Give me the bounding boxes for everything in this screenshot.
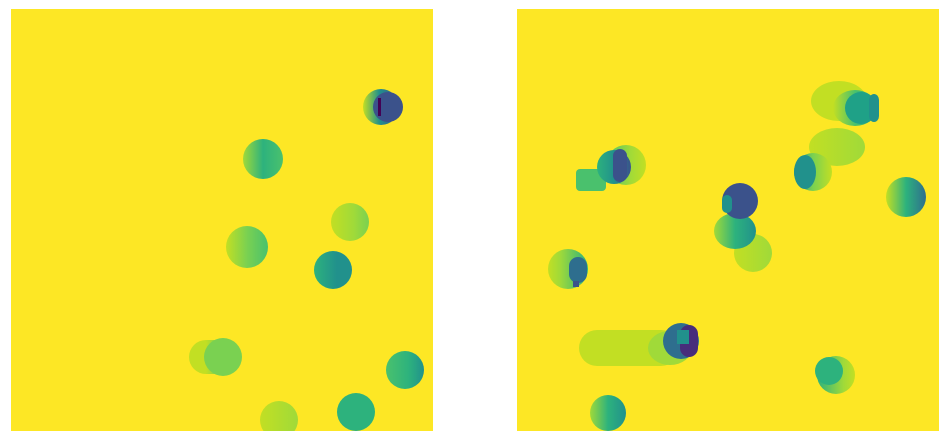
blob <box>579 323 699 366</box>
blob <box>331 203 369 241</box>
blob <box>189 338 242 376</box>
blob <box>243 139 283 179</box>
blob-field-right <box>517 9 939 431</box>
blob <box>590 395 626 431</box>
image-panel-left <box>11 9 433 431</box>
blob <box>794 153 832 191</box>
blob <box>576 145 646 191</box>
blob <box>363 89 403 125</box>
blob-field-left <box>11 9 433 431</box>
blob <box>337 393 375 431</box>
blob <box>314 251 352 289</box>
blob <box>714 183 772 272</box>
blob <box>815 356 855 394</box>
blob <box>886 177 926 217</box>
image-panel-right <box>517 9 939 431</box>
blob <box>548 249 588 289</box>
blob <box>811 81 879 126</box>
blob <box>260 401 298 431</box>
blob <box>226 226 268 268</box>
blob <box>386 351 424 389</box>
